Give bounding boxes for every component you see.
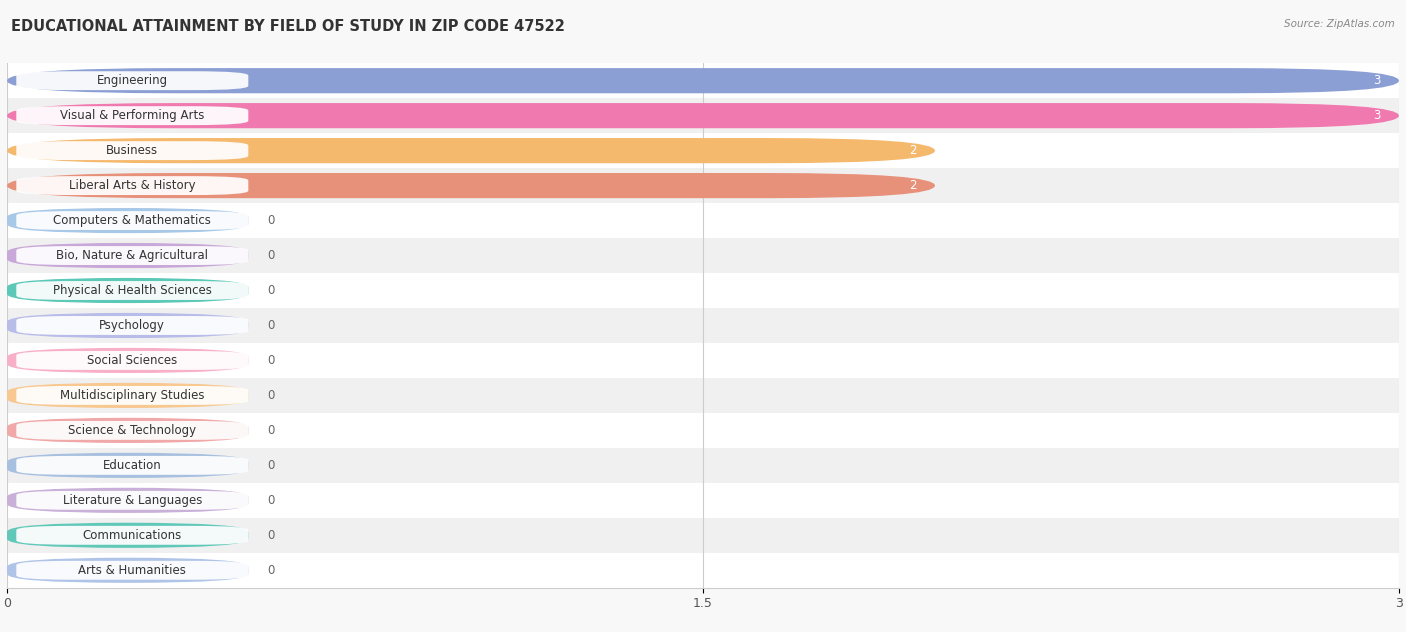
Text: 0: 0 [267, 424, 274, 437]
FancyBboxPatch shape [17, 456, 249, 475]
FancyBboxPatch shape [17, 526, 249, 545]
Text: 0: 0 [267, 459, 274, 472]
Text: Communications: Communications [83, 529, 181, 542]
FancyBboxPatch shape [17, 491, 249, 510]
FancyBboxPatch shape [17, 71, 249, 90]
FancyBboxPatch shape [7, 383, 249, 408]
FancyBboxPatch shape [7, 243, 249, 268]
FancyBboxPatch shape [7, 103, 1399, 128]
Text: 0: 0 [267, 319, 274, 332]
Bar [7, 98, 1399, 133]
FancyBboxPatch shape [17, 246, 249, 265]
Text: Source: ZipAtlas.com: Source: ZipAtlas.com [1284, 19, 1395, 29]
Bar [7, 343, 1399, 378]
Bar [7, 238, 1399, 273]
Text: Computers & Mathematics: Computers & Mathematics [53, 214, 211, 227]
Text: EDUCATIONAL ATTAINMENT BY FIELD OF STUDY IN ZIP CODE 47522: EDUCATIONAL ATTAINMENT BY FIELD OF STUDY… [11, 19, 565, 34]
Text: Engineering: Engineering [97, 74, 167, 87]
Text: 0: 0 [267, 389, 274, 402]
Text: Business: Business [107, 144, 159, 157]
Text: Education: Education [103, 459, 162, 472]
FancyBboxPatch shape [7, 278, 249, 303]
FancyBboxPatch shape [17, 281, 249, 300]
Text: 0: 0 [267, 284, 274, 297]
FancyBboxPatch shape [7, 418, 249, 443]
FancyBboxPatch shape [7, 138, 935, 163]
Text: Arts & Humanities: Arts & Humanities [79, 564, 186, 577]
Bar [7, 273, 1399, 308]
Bar [7, 203, 1399, 238]
Text: 2: 2 [908, 179, 917, 192]
Bar [7, 483, 1399, 518]
Text: Literature & Languages: Literature & Languages [63, 494, 202, 507]
Text: 0: 0 [267, 354, 274, 367]
FancyBboxPatch shape [7, 68, 1399, 94]
Bar [7, 448, 1399, 483]
Text: Social Sciences: Social Sciences [87, 354, 177, 367]
FancyBboxPatch shape [17, 386, 249, 405]
Text: 0: 0 [267, 564, 274, 577]
Text: Liberal Arts & History: Liberal Arts & History [69, 179, 195, 192]
FancyBboxPatch shape [17, 141, 249, 160]
FancyBboxPatch shape [17, 176, 249, 195]
FancyBboxPatch shape [7, 523, 249, 548]
Bar [7, 553, 1399, 588]
Text: 2: 2 [908, 144, 917, 157]
FancyBboxPatch shape [17, 316, 249, 335]
Bar [7, 413, 1399, 448]
FancyBboxPatch shape [17, 561, 249, 580]
FancyBboxPatch shape [7, 208, 249, 233]
Text: 0: 0 [267, 494, 274, 507]
FancyBboxPatch shape [17, 351, 249, 370]
FancyBboxPatch shape [7, 453, 249, 478]
Text: 3: 3 [1374, 74, 1381, 87]
FancyBboxPatch shape [7, 557, 249, 583]
FancyBboxPatch shape [17, 211, 249, 230]
Text: 3: 3 [1374, 109, 1381, 122]
Text: Psychology: Psychology [100, 319, 166, 332]
Text: Multidisciplinary Studies: Multidisciplinary Studies [60, 389, 204, 402]
FancyBboxPatch shape [7, 348, 249, 373]
Bar [7, 378, 1399, 413]
FancyBboxPatch shape [17, 421, 249, 440]
FancyBboxPatch shape [7, 173, 935, 198]
Bar [7, 133, 1399, 168]
Text: Science & Technology: Science & Technology [69, 424, 197, 437]
Text: Bio, Nature & Agricultural: Bio, Nature & Agricultural [56, 249, 208, 262]
Text: 0: 0 [267, 214, 274, 227]
FancyBboxPatch shape [7, 313, 249, 338]
FancyBboxPatch shape [17, 106, 249, 125]
Text: 0: 0 [267, 529, 274, 542]
Bar [7, 308, 1399, 343]
Bar [7, 518, 1399, 553]
Text: Visual & Performing Arts: Visual & Performing Arts [60, 109, 204, 122]
Bar [7, 168, 1399, 203]
Text: Physical & Health Sciences: Physical & Health Sciences [53, 284, 212, 297]
FancyBboxPatch shape [7, 488, 249, 513]
Text: 0: 0 [267, 249, 274, 262]
Bar [7, 63, 1399, 98]
